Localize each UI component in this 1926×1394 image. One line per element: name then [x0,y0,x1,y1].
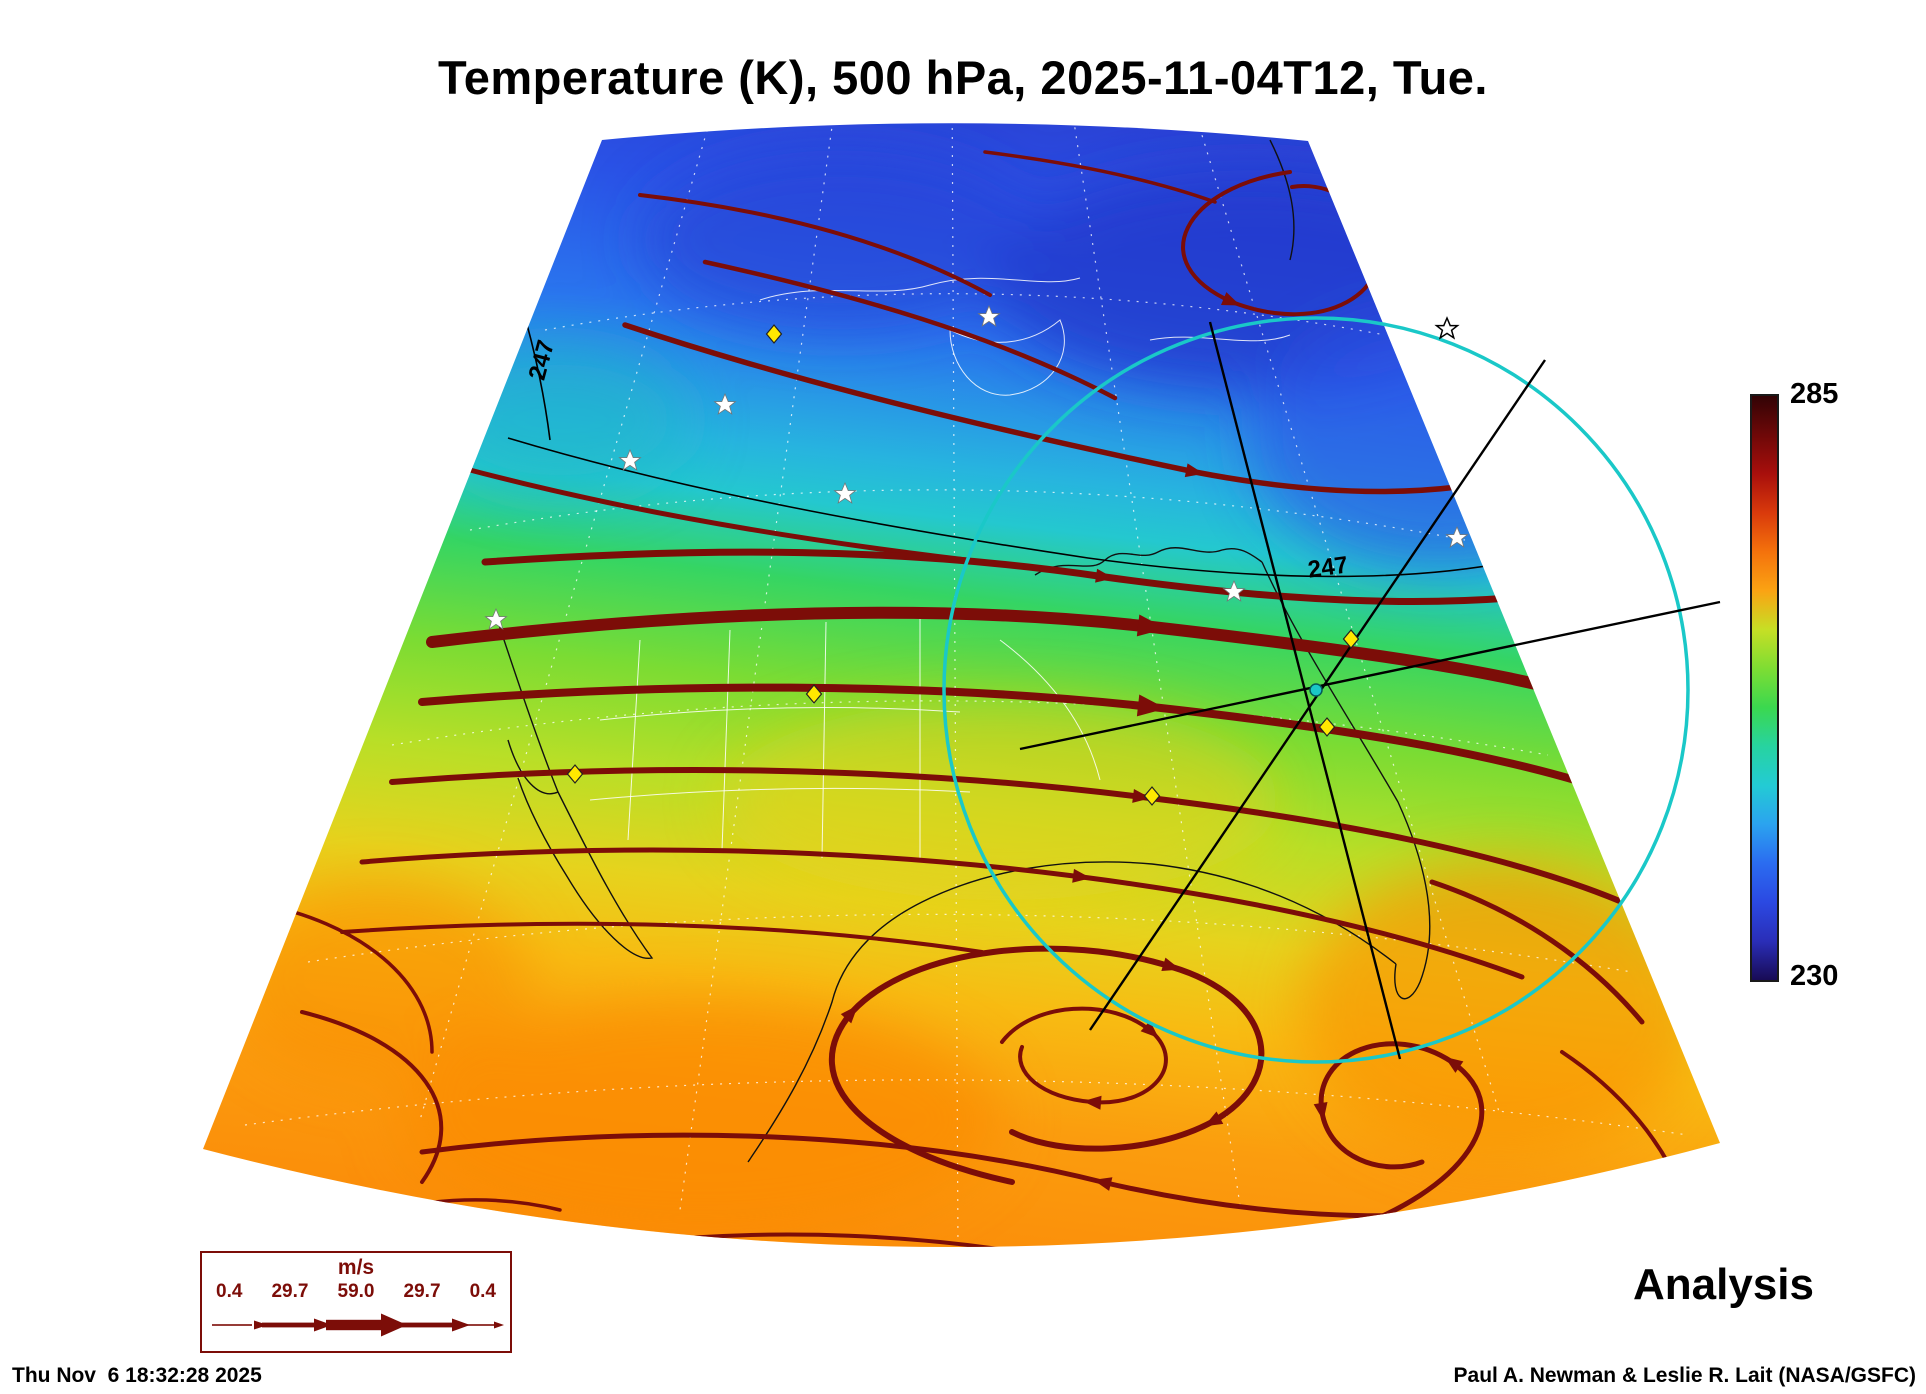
page-title: Temperature (K), 500 hPa, 2025-11-04T12,… [438,51,1488,104]
ring-center-marker [1309,683,1323,697]
wind-speed-value: 0.4 [216,1281,243,1302]
open-star-marker [1435,317,1459,339]
colorbar-gradient [1752,396,1777,980]
wind-speed-values: 0.4 29.7 59.0 29.7 0.4 [202,1281,510,1303]
contour-label-247-right: 247 [1306,551,1349,583]
colorbar-min-label: 230 [1790,960,1839,992]
wind-unit-label: m/s [337,1256,375,1279]
coastlines [497,139,1431,1163]
wind-speed-legend: m/s 0.4 29.7 59.0 29.7 0.4 [200,1251,512,1353]
timestamp: Thu Nov 6 18:32:28 2025 [12,1364,262,1387]
wind-speed-value: 0.4 [469,1281,496,1302]
crosshair-line-steep [1208,321,1402,1060]
graticule [244,123,1689,1248]
analysis-label: Analysis [1633,1260,1814,1309]
state-borders [589,277,1291,862]
jet-streamline [426,606,1608,708]
wind-speed-value: 29.7 [403,1281,441,1302]
credit: Paul A. Newman & Leslie R. Lait (NASA/GS… [1453,1364,1916,1387]
colorbar [1750,394,1779,982]
range-ring-overlay [942,316,1721,1064]
wind-barb-graphic [212,1313,504,1337]
range-ring [942,316,1690,1064]
wind-speed-value: 29.7 [271,1281,309,1302]
crosshair-line-horizontal [1019,600,1721,751]
colorbar-max-label: 285 [1790,378,1839,410]
wind-speed-value: 59.0 [337,1281,375,1302]
